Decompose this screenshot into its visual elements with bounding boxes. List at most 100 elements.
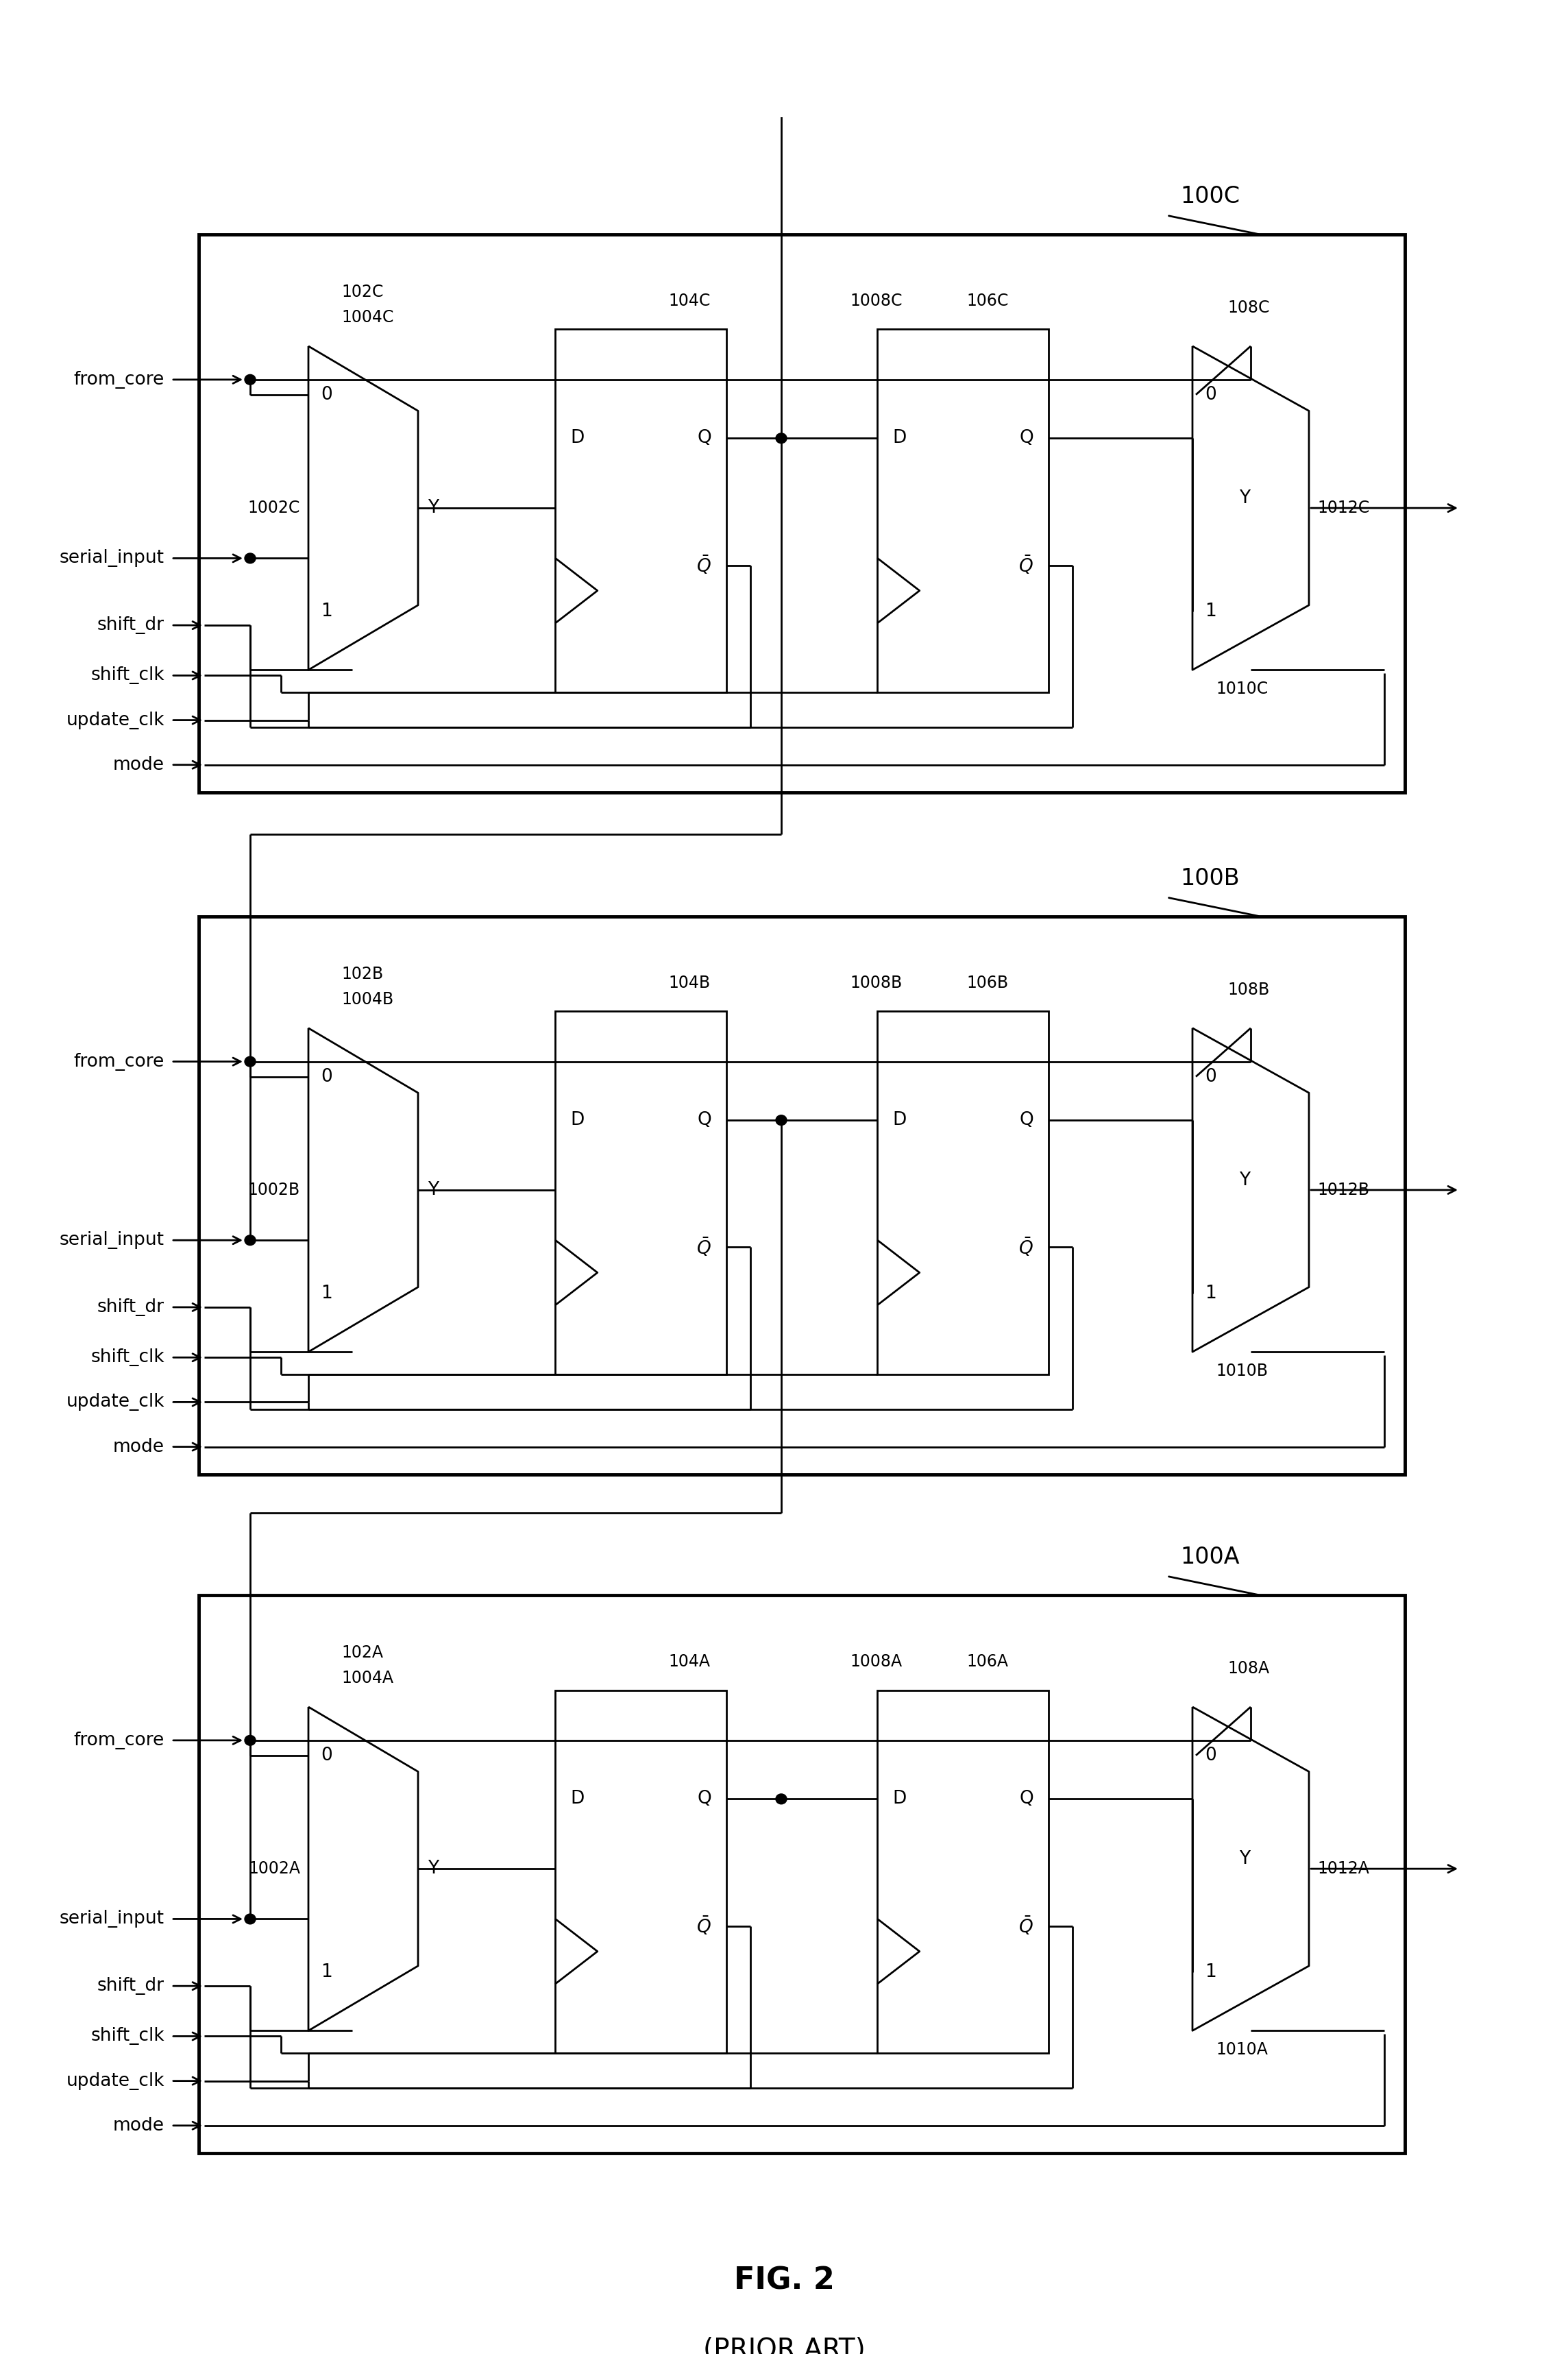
Text: Y: Y bbox=[1239, 1850, 1250, 1869]
Text: serial_input: serial_input bbox=[60, 1909, 165, 1928]
Bar bbox=[199, 1596, 1405, 2154]
Text: Y: Y bbox=[1239, 490, 1250, 506]
Circle shape bbox=[245, 1057, 256, 1066]
Text: 102C: 102C bbox=[342, 285, 383, 301]
Text: 106A: 106A bbox=[966, 1653, 1008, 1669]
Text: shift_dr: shift_dr bbox=[97, 617, 165, 633]
Text: update_clk: update_clk bbox=[66, 711, 165, 730]
Text: 1004B: 1004B bbox=[342, 991, 394, 1008]
Text: D: D bbox=[571, 428, 583, 447]
Text: 1: 1 bbox=[321, 1963, 332, 1982]
Text: 1012A: 1012A bbox=[1317, 1860, 1369, 1876]
Text: 106C: 106C bbox=[966, 292, 1008, 308]
Text: 102B: 102B bbox=[342, 965, 383, 982]
Text: from_core: from_core bbox=[74, 370, 165, 388]
Circle shape bbox=[776, 433, 787, 443]
Text: 1010A: 1010A bbox=[1215, 2041, 1269, 2057]
Bar bbox=[555, 1690, 726, 2053]
Text: 0: 0 bbox=[1204, 1069, 1217, 1085]
Text: 1002A: 1002A bbox=[248, 1860, 299, 1876]
Text: 108B: 108B bbox=[1228, 982, 1270, 998]
Text: Q: Q bbox=[698, 1789, 712, 1808]
Text: $\bar{Q}$: $\bar{Q}$ bbox=[1019, 1236, 1033, 1259]
Text: 1002B: 1002B bbox=[248, 1182, 299, 1198]
Text: update_clk: update_clk bbox=[66, 2072, 165, 2090]
Text: serial_input: serial_input bbox=[60, 548, 165, 567]
Text: mode: mode bbox=[113, 2116, 165, 2135]
Text: shift_clk: shift_clk bbox=[91, 1349, 165, 1365]
Text: 108A: 108A bbox=[1228, 1660, 1269, 1676]
Text: D: D bbox=[571, 1789, 583, 1808]
Text: Y: Y bbox=[428, 1860, 439, 1878]
Text: Q: Q bbox=[1019, 1111, 1033, 1130]
Text: 0: 0 bbox=[1204, 386, 1217, 403]
Text: 108C: 108C bbox=[1228, 299, 1270, 315]
Text: D: D bbox=[892, 1111, 906, 1130]
Text: 1: 1 bbox=[1204, 1963, 1217, 1982]
Text: shift_clk: shift_clk bbox=[91, 2027, 165, 2046]
Circle shape bbox=[776, 1794, 787, 1803]
Text: FIG. 2: FIG. 2 bbox=[734, 2265, 834, 2295]
Text: shift_clk: shift_clk bbox=[91, 666, 165, 685]
Text: 1: 1 bbox=[1204, 603, 1217, 621]
Text: 104B: 104B bbox=[668, 975, 710, 991]
Text: Y: Y bbox=[428, 1182, 439, 1198]
Text: 100C: 100C bbox=[1181, 186, 1240, 207]
Text: Y: Y bbox=[1239, 1172, 1250, 1189]
Text: 1012B: 1012B bbox=[1317, 1182, 1369, 1198]
Text: 104C: 104C bbox=[668, 292, 710, 308]
Text: Q: Q bbox=[698, 1111, 712, 1130]
Text: 0: 0 bbox=[1204, 1747, 1217, 1766]
Text: mode: mode bbox=[113, 1438, 165, 1455]
Text: $\bar{Q}$: $\bar{Q}$ bbox=[1019, 1914, 1033, 1937]
Text: 104A: 104A bbox=[668, 1653, 710, 1669]
Text: mode: mode bbox=[113, 756, 165, 774]
Text: shift_dr: shift_dr bbox=[97, 1299, 165, 1316]
Text: 0: 0 bbox=[321, 1747, 332, 1766]
Bar bbox=[199, 916, 1405, 1474]
Text: Q: Q bbox=[1019, 428, 1033, 447]
Circle shape bbox=[245, 553, 256, 563]
Bar bbox=[877, 1012, 1049, 1375]
Text: 0: 0 bbox=[321, 1069, 332, 1085]
Circle shape bbox=[776, 1116, 787, 1125]
Text: 1004A: 1004A bbox=[342, 1669, 394, 1685]
Text: from_core: from_core bbox=[74, 1733, 165, 1749]
Circle shape bbox=[245, 374, 256, 384]
Text: 100B: 100B bbox=[1181, 866, 1240, 890]
Text: 1004C: 1004C bbox=[342, 308, 394, 325]
Text: D: D bbox=[571, 1111, 583, 1130]
Text: 100A: 100A bbox=[1181, 1547, 1240, 1568]
Text: $\bar{Q}$: $\bar{Q}$ bbox=[1019, 553, 1033, 577]
Text: 1002C: 1002C bbox=[248, 499, 299, 516]
Text: $\bar{Q}$: $\bar{Q}$ bbox=[696, 1236, 712, 1259]
Text: $\bar{Q}$: $\bar{Q}$ bbox=[696, 553, 712, 577]
Text: update_clk: update_clk bbox=[66, 1394, 165, 1410]
Text: 1: 1 bbox=[321, 603, 332, 621]
Bar bbox=[877, 330, 1049, 692]
Text: 106B: 106B bbox=[966, 975, 1008, 991]
Circle shape bbox=[245, 1735, 256, 1744]
Text: D: D bbox=[892, 1789, 906, 1808]
Circle shape bbox=[245, 1236, 256, 1245]
Bar bbox=[555, 1012, 726, 1375]
Text: serial_input: serial_input bbox=[60, 1231, 165, 1250]
Text: (PRIOR ART): (PRIOR ART) bbox=[702, 2338, 866, 2354]
Text: from_core: from_core bbox=[74, 1052, 165, 1071]
Text: Y: Y bbox=[428, 499, 439, 518]
Text: 1008B: 1008B bbox=[850, 975, 902, 991]
Text: 1008A: 1008A bbox=[850, 1653, 902, 1669]
Text: D: D bbox=[892, 428, 906, 447]
Text: 1008C: 1008C bbox=[850, 292, 902, 308]
Text: Q: Q bbox=[1019, 1789, 1033, 1808]
Text: $\bar{Q}$: $\bar{Q}$ bbox=[696, 1914, 712, 1937]
Bar bbox=[877, 1690, 1049, 2053]
Text: 102A: 102A bbox=[342, 1645, 383, 1662]
Bar bbox=[555, 330, 726, 692]
Text: Q: Q bbox=[698, 428, 712, 447]
Bar bbox=[199, 235, 1405, 793]
Circle shape bbox=[245, 1914, 256, 1923]
Text: 1010C: 1010C bbox=[1215, 680, 1269, 697]
Text: 0: 0 bbox=[321, 386, 332, 403]
Text: shift_dr: shift_dr bbox=[97, 1977, 165, 1994]
